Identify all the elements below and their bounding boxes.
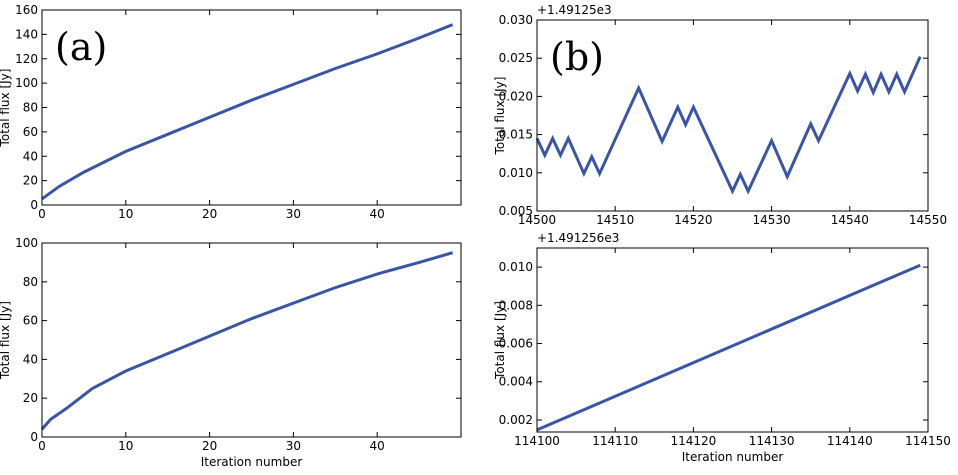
x-axis-label: Iteration number [682,450,784,464]
axes-frame [41,242,462,438]
y-tick-label: 0.015 [499,128,533,142]
x-tick-label: 20 [202,207,217,221]
x-tick-label: 114150 [905,434,951,448]
y-tick-label: 40 [23,352,38,366]
x-tick-label: 114130 [749,434,795,448]
y-tick-label: 0.008 [499,298,533,312]
x-tick-label: 14500 [518,213,556,227]
x-tick-label: 114100 [514,434,560,448]
y-tick-label: 20 [23,174,38,188]
x-tick-label: 20 [202,439,217,453]
y-tick-label: 100 [15,76,38,90]
x-tick-label: 114110 [592,434,638,448]
x-tick-label: 10 [118,439,133,453]
x-tick-label: 0 [38,207,46,221]
x-tick-label: 30 [286,207,301,221]
y-tick-label: 80 [23,101,38,115]
y-tick-label: 20 [23,391,38,405]
y-tick-label: 140 [15,27,38,41]
axes-frame [536,19,929,212]
y-axis-label: Total flux [Jy] [493,77,507,156]
y-tick-label: 100 [15,236,38,250]
y-tick-label: 40 [23,149,38,163]
y-tick-label: 160 [15,3,38,17]
x-tick-label: 40 [370,439,385,453]
y-tick-label: 0.025 [499,51,533,65]
x-tick-label: 14540 [831,213,869,227]
panel-label: (a) [55,25,107,69]
y-tick-label: 120 [15,52,38,66]
data-line [41,23,454,201]
y-tick-label: 0.010 [499,260,533,274]
x-tick-label: 114120 [670,434,716,448]
y-tick-label: 80 [23,275,38,289]
data-line [535,56,922,195]
x-tick-label: 114140 [827,434,873,448]
y-tick-label: 0.002 [499,413,533,427]
y-tick-label: 60 [23,125,38,139]
x-tick-label: 40 [370,207,385,221]
axes-frame [536,247,929,433]
y-tick-label: 60 [23,314,38,328]
x-tick-label: 10 [118,207,133,221]
y-axis-label: Total flux [Jy] [0,69,12,148]
y-tick-label: 0 [30,430,38,444]
y-tick-label: 0.020 [499,89,533,103]
data-line [536,263,921,432]
x-axis-label: Iteration number [201,455,303,469]
y-axis-label: Total flux [Jy] [0,301,12,380]
axes-frame [41,9,462,206]
y-tick-label: 0.004 [499,375,533,389]
x-tick-label: 14520 [674,213,712,227]
y-tick-label: 0 [30,198,38,212]
y-axis-label: Total flux [Jy] [493,301,507,380]
data-line [40,251,454,431]
offset-text: +1.49125e3 [537,3,612,17]
y-tick-label: 0.005 [499,204,533,218]
x-tick-label: 0 [38,439,46,453]
x-tick-label: 14510 [596,213,634,227]
x-tick-label: 14530 [753,213,791,227]
y-tick-label: 0.006 [499,337,533,351]
offset-text: +1.491256e3 [537,231,619,245]
y-tick-label: 0.030 [499,13,533,27]
x-tick-label: 30 [286,439,301,453]
x-tick-label: 14550 [909,213,947,227]
panel-label: (b) [550,35,604,79]
y-tick-label: 0.010 [499,166,533,180]
